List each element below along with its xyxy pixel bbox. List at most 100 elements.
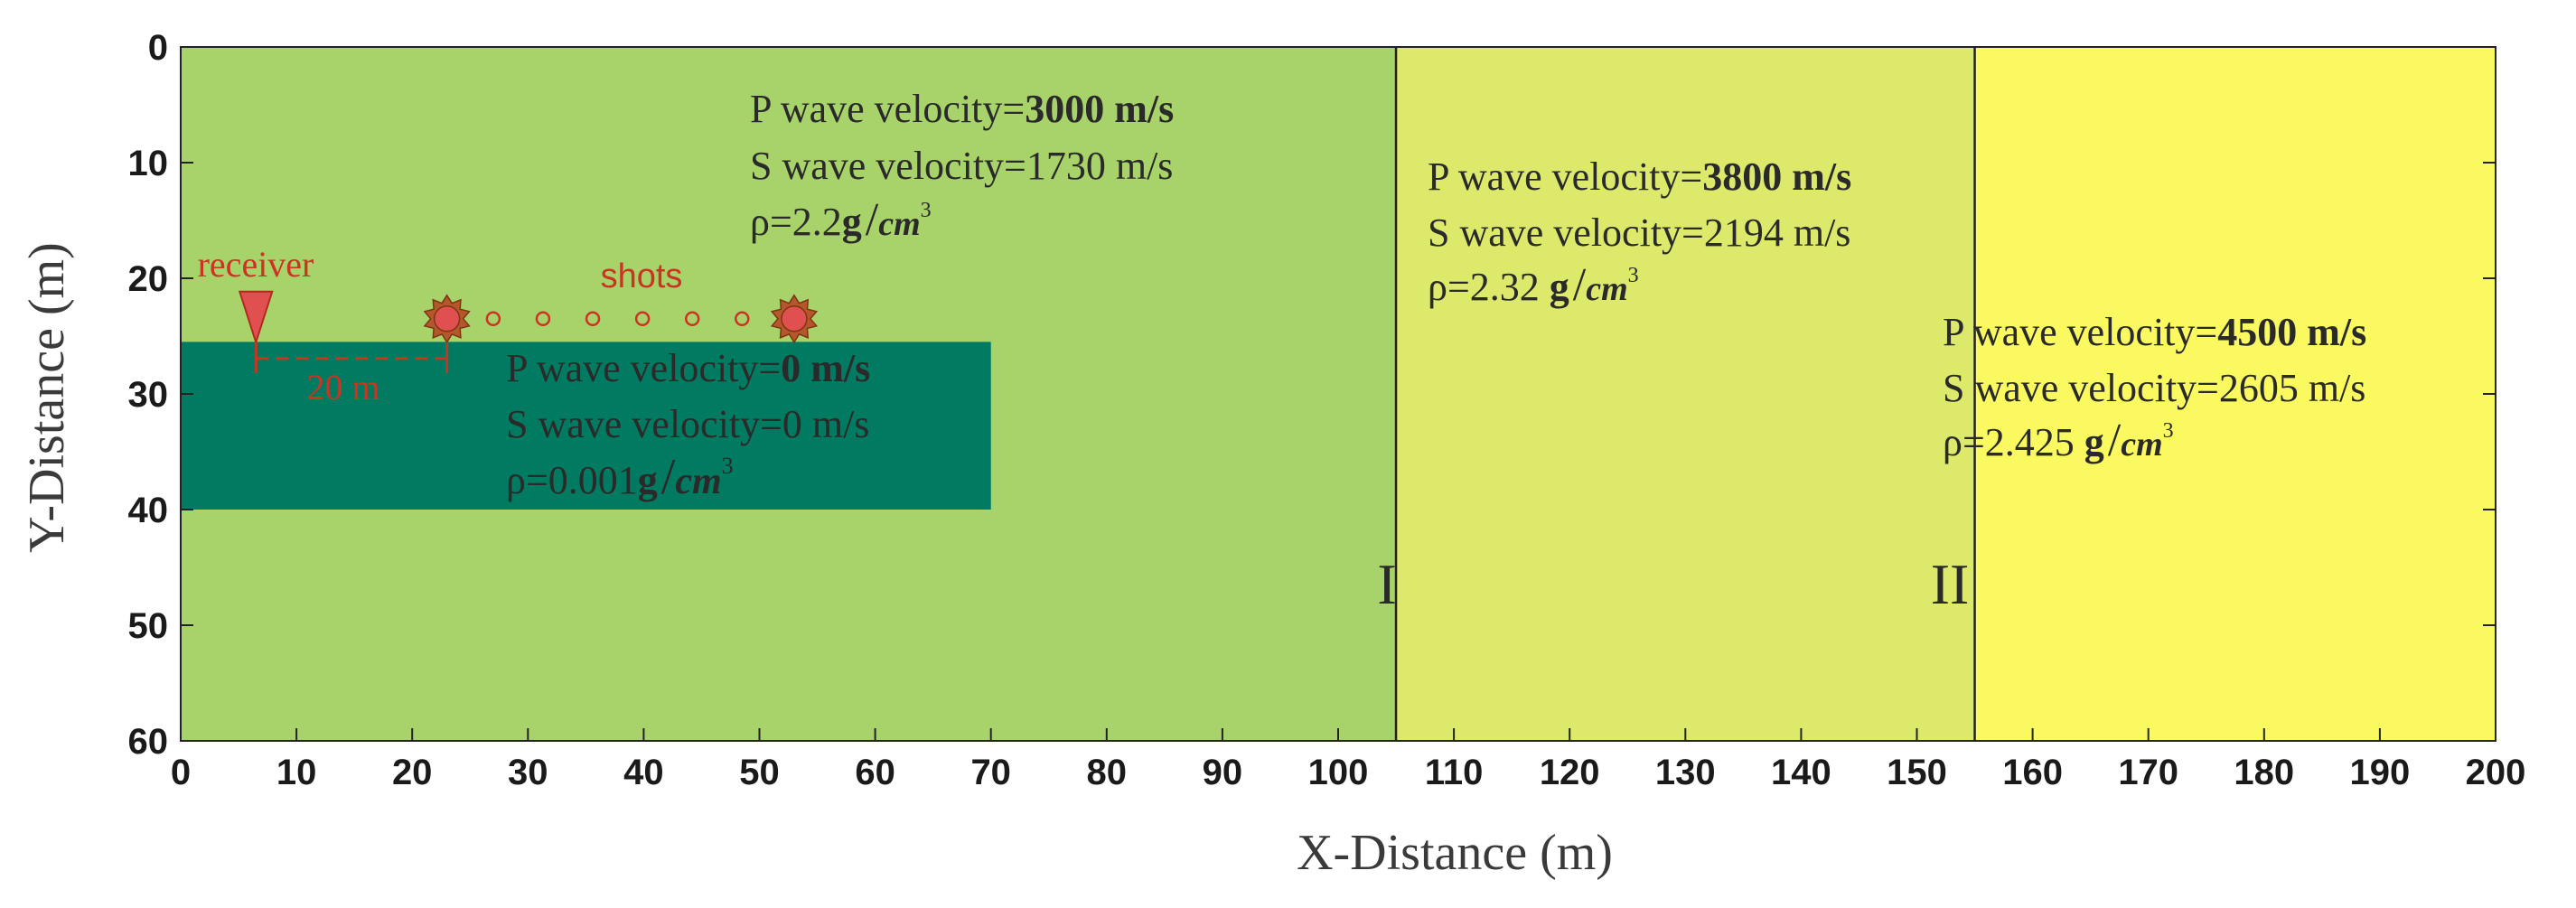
y-tick-label: 10: [128, 144, 169, 183]
shots-label: shots: [601, 257, 683, 295]
x-tick-label: 180: [2234, 753, 2294, 792]
layer-1-density: ρ=2.2: [750, 200, 842, 244]
y-tick-label: 50: [128, 606, 169, 646]
y-tick-label: 60: [128, 722, 169, 762]
cavity-p-value: 0 m/s: [781, 346, 870, 390]
layer-1-s-value: 1730 m/s: [1026, 144, 1174, 188]
x-tick-label: 150: [1887, 753, 1947, 792]
y-tick-label: 0: [148, 28, 168, 68]
cavity-density-unit-g: g: [638, 458, 658, 502]
svg-text:P wave velocity=3800 m/s: P wave velocity=3800 m/s: [1428, 154, 1851, 199]
x-tick-label: 10: [276, 753, 317, 792]
x-tick-label: 170: [2118, 753, 2178, 792]
layer-3-p-value: 4500 m/s: [2217, 310, 2366, 354]
cavity-region: [181, 342, 991, 510]
acquisition-marks: [238, 290, 819, 373]
svg-text:P wave velocity=0 m/s: P wave velocity=0 m/s: [506, 346, 870, 390]
receiver-marker: [238, 290, 274, 346]
layer-2-density-exp: 3: [1628, 264, 1639, 287]
boundary-label-i: I: [1377, 552, 1396, 616]
svg-text:ρ=2.32 g/cm3: ρ=2.32 g/cm3: [1428, 259, 1639, 311]
shot-circle: [535, 311, 551, 327]
svg-text:P wave velocity=4500 m/s: P wave velocity=4500 m/s: [1943, 310, 2366, 354]
x-tick-label: 60: [855, 753, 895, 792]
layer-1-s-label: S wave velocity=: [750, 144, 1026, 188]
offset-label: 20 m: [306, 367, 379, 407]
layer-3-p-label: P wave velocity=: [1943, 310, 2217, 354]
svg-text:ρ=2.425 g/cm3: ρ=2.425 g/cm3: [1943, 415, 2174, 466]
layer-2-properties: P wave velocity=3800 m/s S wave velocity…: [1428, 154, 1851, 311]
x-tick-label: 0: [171, 753, 191, 792]
layer-3-density-unit-cm: cm: [2121, 426, 2162, 463]
layer-3-region: [1974, 47, 2496, 741]
svg-text:S wave velocity=2194 m/s: S wave velocity=2194 m/s: [1428, 211, 1850, 255]
shot-circle: [634, 311, 651, 327]
cavity-s-label: S wave velocity=: [506, 402, 782, 446]
svg-text:ρ=2.2g/cm3: ρ=2.2g/cm3: [750, 194, 932, 246]
shot-star-center: [433, 305, 461, 332]
layer-1-p-value: 3000 m/s: [1025, 87, 1174, 131]
x-axis-ticks: 0 10 20 30 40 50 60 70 80 90 100 110 120 130 140 150 160…: [171, 728, 2526, 792]
x-tick-label: 130: [1655, 753, 1716, 792]
acquisition-geometry: receiver shots 20 m: [198, 244, 819, 407]
cavity-properties: P wave velocity=0 m/s S wave velocity=0 …: [506, 346, 870, 505]
layer-2-density-unit-g: g: [1550, 265, 1569, 309]
cavity-density-exp: 3: [722, 453, 734, 479]
layer-2-region: [1396, 47, 1975, 741]
y-axis-title: Y-Distance (m): [19, 242, 75, 553]
layer-1-p-label: P wave velocity=: [750, 87, 1025, 131]
x-tick-label: 100: [1308, 753, 1369, 792]
y-axis-ticks: 0 10 20 30 40 50 60: [128, 28, 2496, 762]
y-tick-label: 30: [128, 375, 169, 415]
x-tick-label: 20: [392, 753, 433, 792]
x-tick-label: 90: [1203, 753, 1243, 792]
shot-circle: [485, 311, 501, 327]
layer-3-density: ρ=2.425: [1943, 420, 2084, 464]
layer-3-properties: P wave velocity=4500 m/s S wave velocity…: [1943, 310, 2366, 466]
x-tick-label: 30: [508, 753, 548, 792]
svg-text:S wave velocity=1730 m/s: S wave velocity=1730 m/s: [750, 144, 1173, 188]
layer-2-p-label: P wave velocity=: [1428, 154, 1702, 199]
layer-1-properties: P wave velocity=3000 m/s S wave velocity…: [750, 87, 1174, 246]
x-tick-label: 70: [970, 753, 1011, 792]
x-tick-label: 40: [623, 753, 664, 792]
layer-1-density-exp: 3: [921, 199, 932, 222]
shot-circle: [585, 311, 601, 327]
shot-circle: [735, 311, 750, 327]
x-tick-label: 110: [1425, 753, 1484, 792]
layer-2-s-label: S wave velocity=: [1428, 211, 1704, 255]
x-tick-label: 120: [1540, 753, 1600, 792]
layer-3-density-exp: 3: [2163, 419, 2174, 443]
boundary-label-ii: II: [1931, 552, 1970, 616]
y-tick-label: 20: [128, 259, 169, 299]
layer-3-density-unit-g: g: [2084, 420, 2104, 464]
layer-3-s-value: 2605 m/s: [2219, 366, 2366, 410]
cavity-s-value: 0 m/s: [782, 402, 870, 446]
layer-1-density-unit-cm: cm: [878, 205, 920, 243]
x-tick-label: 200: [2466, 753, 2526, 792]
layer-2-p-value: 3800 m/s: [1702, 154, 1851, 199]
svg-text:S wave velocity=2605 m/s: S wave velocity=2605 m/s: [1943, 366, 2365, 410]
layer-2-s-value: 2194 m/s: [1704, 211, 1851, 255]
svg-text:S wave velocity=0 m/s: S wave velocity=0 m/s: [506, 402, 869, 446]
cavity-p-label: P wave velocity=: [506, 346, 781, 390]
svg-text:P wave velocity=3000 m/s: P wave velocity=3000 m/s: [750, 87, 1174, 131]
x-tick-label: 50: [739, 753, 780, 792]
cavity-density: ρ=0.001: [506, 458, 638, 502]
layer-2-density-unit-cm: cm: [1586, 270, 1627, 308]
svg-text:ρ=0.001g/cm3: ρ=0.001g/cm3: [506, 449, 734, 505]
x-tick-label: 140: [1771, 753, 1831, 792]
shot-circle: [684, 311, 700, 327]
cavity-density-unit-cm: cm: [675, 461, 721, 502]
x-axis-title: X-Distance (m): [1297, 825, 1613, 881]
x-tick-label: 190: [2350, 753, 2411, 792]
layer-1-density-unit-g: g: [842, 200, 862, 244]
y-tick-label: 40: [128, 491, 169, 530]
x-tick-label: 80: [1087, 753, 1128, 792]
layer-3-s-label: S wave velocity=: [1943, 366, 2219, 410]
x-tick-label: 160: [2002, 753, 2063, 792]
layer-2-density: ρ=2.32: [1428, 265, 1550, 309]
receiver-label: receiver: [198, 244, 314, 285]
shot-star-center: [781, 305, 808, 332]
